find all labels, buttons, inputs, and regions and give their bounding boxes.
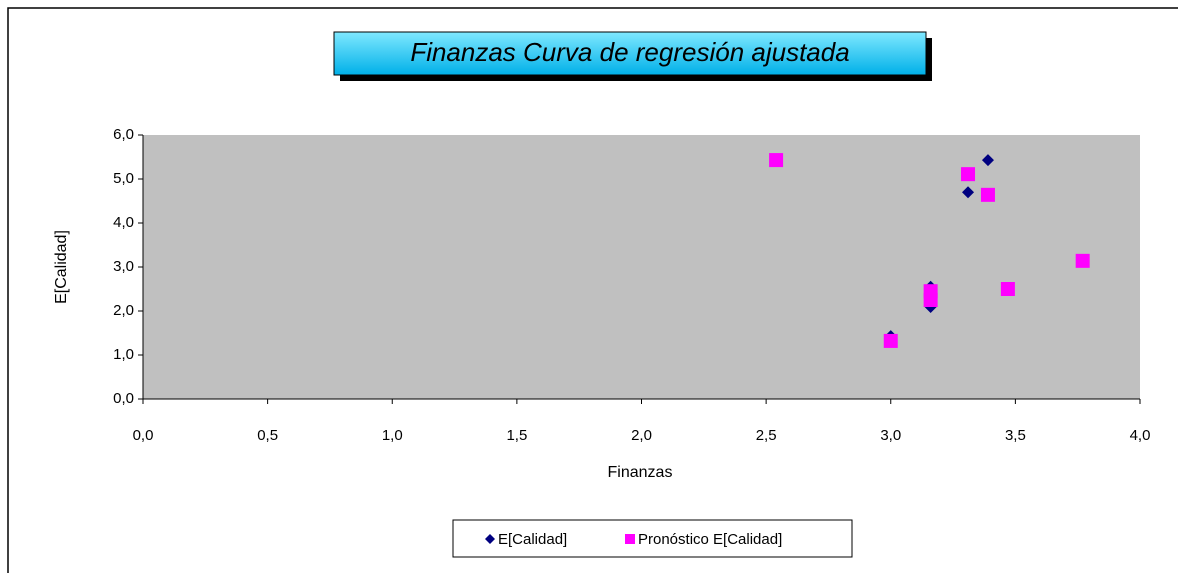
point [980, 187, 995, 202]
y-tick-label: 5,0 [113, 170, 134, 187]
point [1000, 282, 1015, 296]
x-tick-label: 1,0 [382, 427, 403, 444]
point [769, 153, 784, 168]
x-tick-label: 0,0 [133, 427, 154, 444]
x-tick-label: 2,0 [631, 427, 652, 444]
point [923, 293, 938, 307]
legend-marker [485, 534, 495, 544]
legend [452, 519, 853, 558]
y-tick-label: 2,0 [113, 302, 134, 319]
x-tick-label: 3,0 [880, 427, 901, 444]
x-tick-label: 3,5 [1005, 427, 1026, 444]
x-tick-label: 0,5 [257, 427, 278, 444]
y-tick-label: 3,0 [113, 258, 134, 275]
x-axis-label: Finanzas [608, 464, 673, 481]
x-tick-label: 4,0 [1130, 427, 1151, 444]
x-tick-label: 2,5 [756, 427, 777, 444]
plot-area [143, 135, 1140, 399]
legend-label: E[Calidad] [498, 531, 567, 548]
x-tick-label: 1,5 [506, 427, 527, 444]
point [1075, 253, 1090, 268]
y-tick-label: 1,0 [113, 346, 134, 363]
y-axis-label: E[Calidad] [53, 230, 70, 304]
legend-marker [625, 534, 635, 544]
point [962, 186, 975, 199]
y-tick-label: 4,0 [113, 214, 134, 231]
point [883, 333, 898, 348]
chart-title: Finanzas Curva de regresión ajustada [410, 37, 849, 67]
title-box [333, 31, 927, 76]
point [961, 167, 976, 182]
y-tick-label: 6,0 [113, 126, 134, 143]
point [981, 154, 994, 167]
y-tick-label: 0,0 [113, 390, 134, 407]
legend-label: Pronóstico E[Calidad] [638, 531, 782, 548]
